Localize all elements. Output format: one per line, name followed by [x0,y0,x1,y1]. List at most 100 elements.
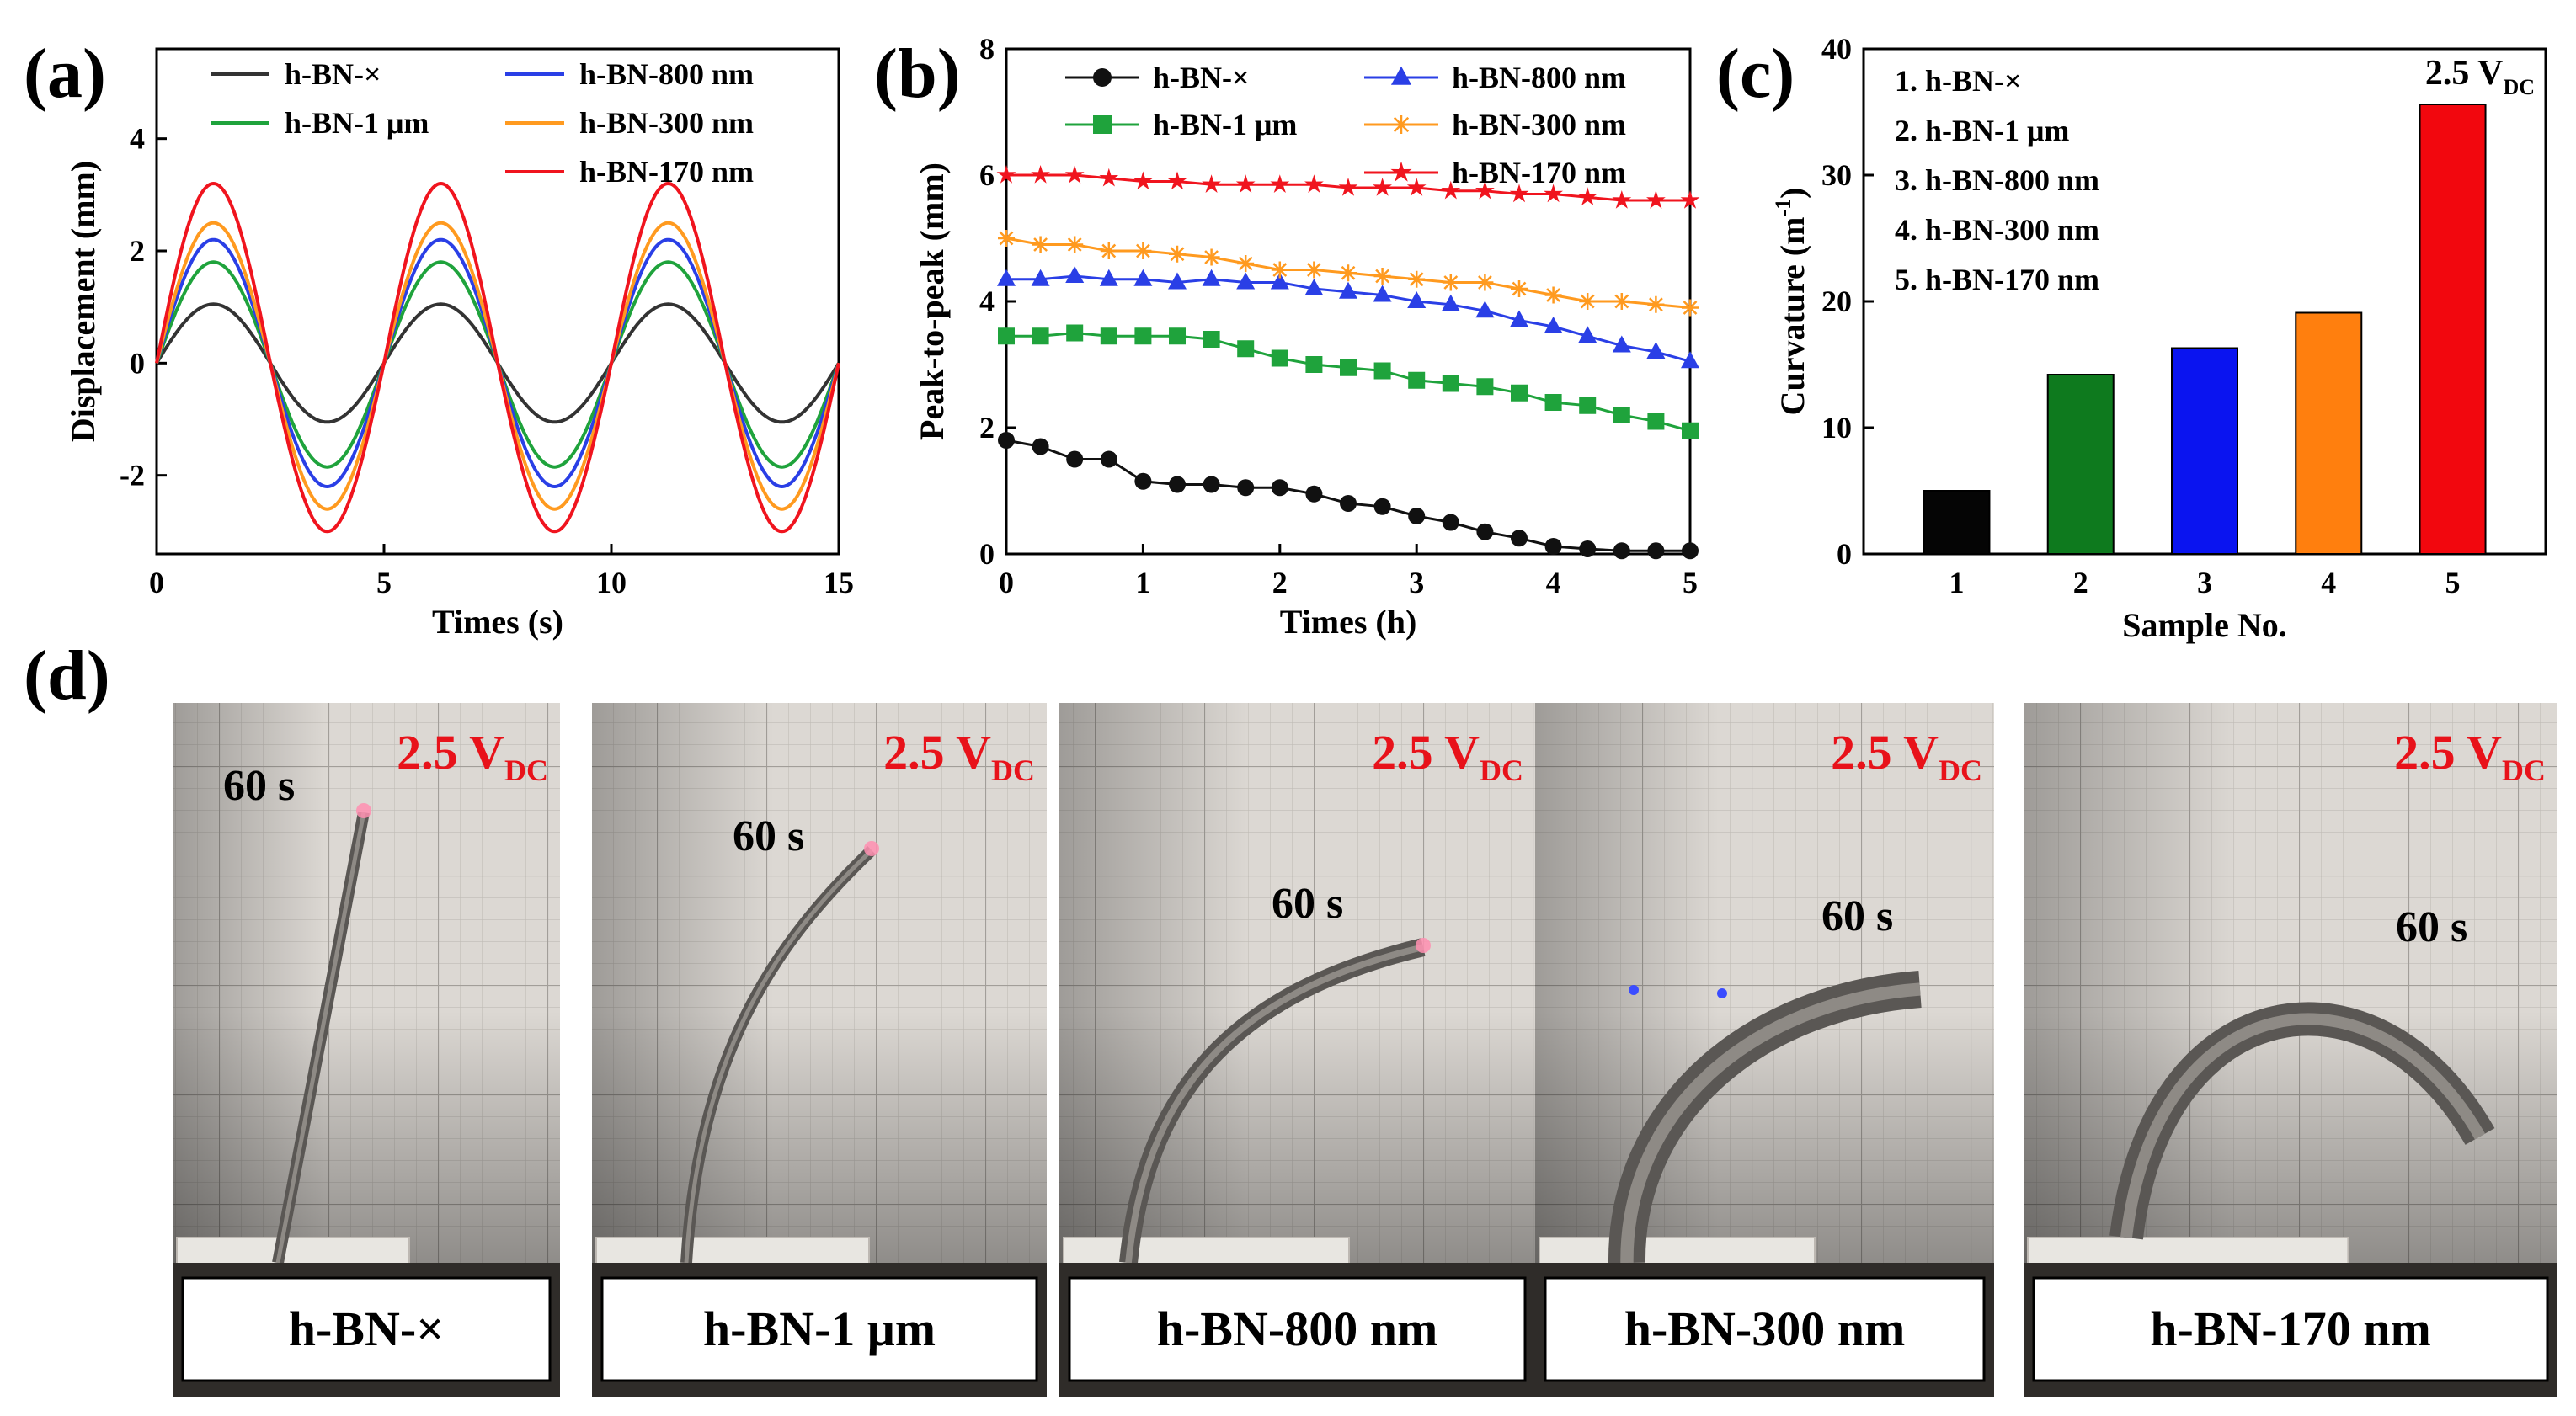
panel-b-data-point [1305,261,1323,279]
panel-b-y-tick-label: 6 [979,158,995,192]
panel-c-letter: (c) [1716,35,1795,113]
panel-b-legend-label: h-BN-170 nm [1452,156,1626,189]
panel-b-data-point [1475,301,1495,318]
panel-b-series-2 [997,266,1699,369]
panel-b-data-point [1099,168,1119,187]
panel-b-x-axis-label: Times (h) [1280,603,1417,641]
photo-caption-box [600,1276,1038,1382]
panel-a-plot-frame [155,47,840,556]
panel-c-y-axis-label: Curvature (m-1) [1771,188,1811,416]
panel-b-data-point [1032,327,1049,345]
panel-c-x-tick-label: 3 [2197,566,2212,599]
panel-b-data-point [1099,269,1118,286]
panel-b-data-point [1066,324,1084,342]
photo-actuator-strip-highlight [2120,1013,2486,1238]
panel-b-data-point [1544,394,1562,411]
panel-b-data-point [1646,342,1666,359]
panel-b-data-point [1236,272,1256,290]
photo-shadow-bottom [592,703,1047,1263]
panel-c-bar [2295,311,2363,555]
panel-b-legend-label: h-BN-300 nm [1452,108,1626,141]
marker-stroke [1272,263,1288,277]
panel-a-ticks: 0 5 10 15 -2 0 2 4 [120,122,854,599]
photo-voltage-subscript: DC [2502,753,2546,787]
panel-b-data-point [1612,190,1632,209]
panel-b-data-point [1133,269,1153,286]
panel-b-data-point [1475,180,1495,200]
photo-shadow-bottom [173,703,560,1263]
photo-shadow-bottom [1535,703,1994,1263]
panel-b-data-point [1510,310,1528,327]
photo-panel-3: 2.5 VDC 60 s h-BN-800 nm [1059,703,1535,1397]
panel-a-x-tick-label: 5 [376,566,392,599]
photo-caption-box [1544,1276,1986,1382]
panel-b-x-tick-label: 2 [1272,566,1288,599]
panel-b-data-point [1441,294,1460,311]
panel-b-data-point [1305,485,1323,503]
panel-b-data-point [1202,174,1221,193]
photo-voltage-label: 2.5 VDC [397,725,548,787]
panel-b-series-0 [998,432,1699,560]
panel-c-x-tick-label: 1 [1949,566,1964,599]
panel-c-legend-item: 4. h-BN-300 nm [1895,213,2099,247]
panel-c-y-tick-label: 10 [1821,411,1852,444]
photo-voltage-subscript: DC [991,753,1035,787]
panel-b-data-point [1203,331,1220,348]
panel-b-y-axis-label: Peak-to-peak (mm) [913,162,951,440]
marker-stroke [1683,301,1698,315]
panel-b-data-point [1340,359,1357,376]
photo-time-label: 60 s [223,762,295,810]
marker-stroke [1614,294,1629,309]
panel-b-data-point [998,327,1015,345]
panel-b-data-point [1509,184,1529,203]
panel-b-data-point [1682,422,1699,439]
photo-panel-1: 2.5 VDC 60 s h-BN-× [173,703,560,1397]
panel-b-y-tick-label: 2 [979,411,995,444]
panel-b-data-point [1681,351,1699,369]
panel-c-bar [1923,490,1991,555]
panel-c-legend-item: 5. h-BN-170 nm [1895,263,2099,296]
panel-b-y-tick-label: 4 [979,285,995,318]
panel-b-series [996,165,1700,560]
panel-b-x-tick-label: 1 [1135,566,1150,599]
panel-a-y-tick-label: 0 [130,346,145,380]
photo-voltage-value: 2.5 V [1372,725,1480,780]
panel-a-line-chart: (a) 0 5 10 15 -2 0 2 4 h-BN-× h-BN-1 μm h-BN-800 … [24,35,854,641]
panel-b-data-point [1100,327,1117,345]
panel-b-data-point [1613,542,1630,560]
panel-b-data-point [1271,261,1288,279]
panel-b-data-point [1544,286,1562,304]
marker-stroke [1204,250,1219,264]
panel-b-line-chart: (b) 0 1 2 3 4 5 0 2 4 6 8 h-BN-× h-BN-1 μm h-BN-800 … [874,32,1700,641]
panel-b-data-point [1442,375,1459,392]
panel-b-data-point [1407,291,1427,308]
panel-b-data-point [1169,245,1186,263]
photo-time-label: 60 s [733,812,804,860]
panel-b-x-tick-label: 3 [1409,566,1424,599]
panel-b-data-point [1031,165,1050,184]
marker-stroke [1409,272,1424,287]
panel-a-y-tick-label: -2 [120,459,145,492]
panel-b-data-point [1476,523,1494,540]
photo-caption-box [1068,1276,1527,1382]
panel-b-data-point [1544,184,1563,203]
photo-voltage-subscript: DC [1939,753,1982,787]
photo-caption-box [181,1276,552,1382]
marker-stroke [1580,294,1595,309]
panel-b-series-3 [998,230,1699,317]
panel-b-data-point [1646,190,1666,209]
panel-c-y-tick-label: 0 [1837,537,1852,571]
panel-b-data-point [1373,178,1392,196]
panel-b-legend-marker [1093,68,1112,87]
panel-a-x-tick-label: 10 [596,566,627,599]
marker-stroke [1512,281,1527,296]
panel-b-data-point [1237,340,1255,358]
panel-b-data-point [1237,479,1255,497]
panel-b-data-point [1065,266,1085,283]
marker-stroke [1375,269,1389,284]
panel-c-y-tick-label: 40 [1821,32,1852,66]
panel-b-data-point [1406,178,1427,196]
panel-a-x-axis-label: Times (s) [432,603,563,641]
panel-a-curves [155,181,840,534]
